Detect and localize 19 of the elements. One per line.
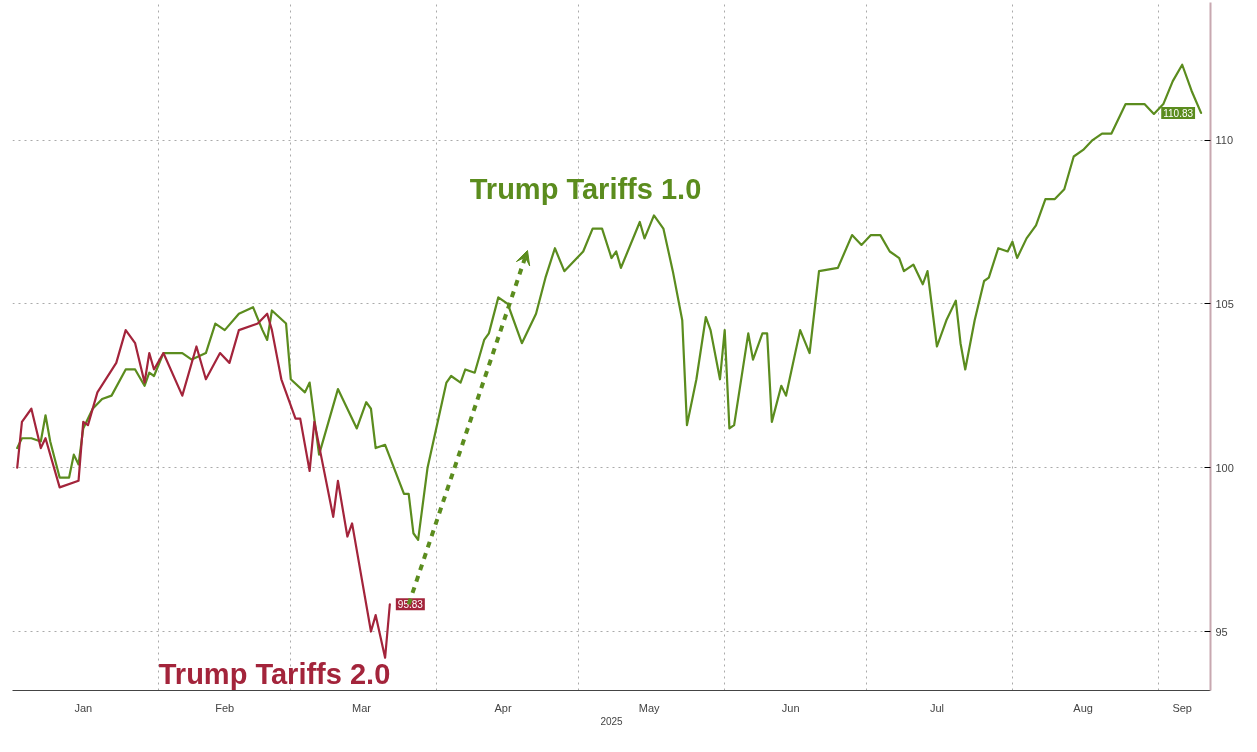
line-series [16,312,391,659]
x-tick-label: Mar [352,701,372,714]
x-axis-title: 2025 [600,715,624,727]
y-tick-label: 110 [1215,134,1234,147]
x-tick-label: Sep [1172,701,1192,714]
y-tick-label: 105 [1215,297,1234,310]
annotation: Trump Tariffs 1.0 [469,172,702,205]
x-tick-label: May [638,701,661,714]
y-tick-label: 95 [1215,625,1228,638]
annotation: Trump Tariffs 2.0 [158,657,391,690]
x-tick-label: Feb [215,701,235,714]
y-tick-label: 100 [1215,461,1234,474]
x-tick-label: Apr [494,701,512,714]
x-tick-label: Jan [74,701,93,714]
x-tick-label: Jul [929,701,944,714]
data-label: 95.83 [397,599,424,611]
x-tick-label: Jun [781,701,800,714]
data-label: 110.83 [1163,107,1194,119]
x-tick-label: Aug [1073,701,1093,714]
